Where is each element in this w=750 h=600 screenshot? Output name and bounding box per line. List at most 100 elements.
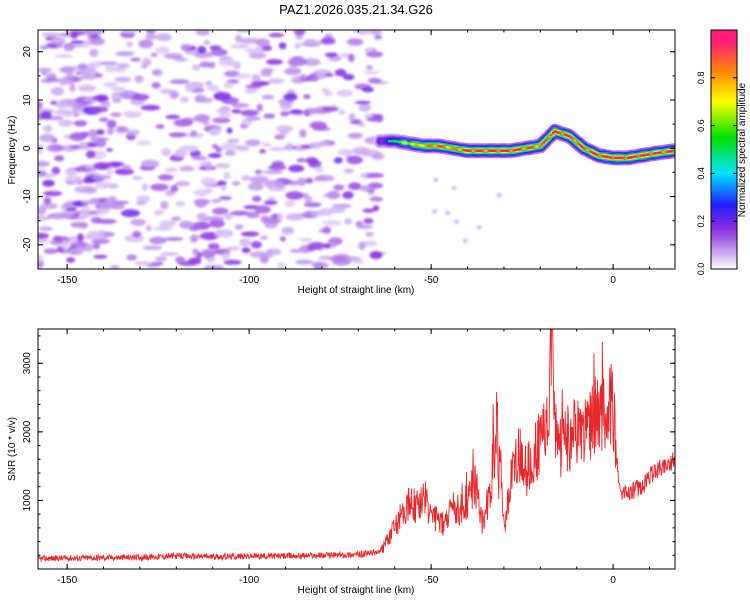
noise-blob: [311, 262, 329, 269]
noise-blob: [224, 150, 236, 156]
noise-blob: [336, 89, 353, 97]
ridge-cell: [531, 145, 535, 149]
noise-blob: [150, 52, 158, 58]
noise-blob: [159, 220, 177, 227]
noise-blob: [93, 73, 104, 78]
noise-blob: [43, 190, 63, 197]
noise-blob: [46, 144, 64, 153]
noise-blob: [234, 224, 244, 231]
spectrogram-y-axis-label: Frequency (Hz): [7, 116, 18, 185]
ridge-cell: [466, 149, 469, 153]
noise-blob: [134, 261, 150, 266]
noise-blob: [189, 234, 202, 240]
noise-blob: [206, 84, 219, 91]
noise-blob: [66, 73, 75, 82]
noise-blob: [103, 81, 118, 88]
noise-blob: [163, 53, 183, 60]
noise-blob: [73, 120, 88, 127]
noise-blob: [151, 82, 161, 89]
noise-blob: [322, 106, 339, 112]
noise-blob: [40, 202, 59, 210]
noise-blob: [179, 96, 189, 103]
noise-blob: [55, 102, 67, 109]
noise-blob: [346, 38, 364, 46]
noise-blob: [155, 256, 167, 262]
noise-blob: [84, 243, 93, 252]
noise-blob: [163, 237, 184, 241]
ridge-cell: [570, 136, 573, 140]
ridge-cell: [659, 151, 662, 155]
noise-blob: [285, 191, 304, 200]
noise-blob: [52, 235, 64, 242]
noise-blob: [251, 74, 261, 82]
noise-blob: [190, 130, 197, 137]
noise-blob: [250, 80, 270, 87]
noise-blob: [209, 127, 222, 136]
noise-blob: [230, 43, 249, 49]
ridge-cell: [484, 149, 488, 153]
noise-blob: [329, 255, 348, 262]
noise-blob: [159, 88, 174, 95]
noise-blob: [123, 110, 142, 118]
ridge-cell: [580, 145, 584, 149]
ridge-cell: [480, 149, 484, 153]
noise-blob: [189, 149, 201, 158]
noise-blob: [303, 94, 311, 100]
ridge-cell: [549, 133, 553, 137]
ridge-cell: [424, 144, 428, 148]
noise-blob: [369, 196, 384, 202]
noise-blob: [240, 231, 260, 237]
noise-blob: [154, 226, 173, 231]
noise-blob: [346, 155, 363, 165]
noise-blob: [227, 138, 240, 143]
ridge-cell: [573, 139, 577, 143]
ridge-cell: [468, 149, 471, 153]
spectrogram-noise-region: [38, 30, 502, 269]
noise-blob: [122, 165, 132, 170]
ridge-cell: [611, 156, 615, 160]
ridge-cell: [440, 145, 444, 148]
noise-blob: [337, 148, 354, 156]
noise-blob: [69, 132, 86, 141]
noise-blob: [54, 155, 65, 162]
noise-blob: [156, 33, 172, 42]
noise-blob: [58, 119, 74, 127]
noise-blob: [126, 254, 137, 261]
noise-blob: [252, 195, 262, 202]
noise-blob: [56, 42, 64, 48]
ridge-cell: [613, 156, 617, 160]
noise-blob: [324, 52, 339, 58]
noise-blob: [130, 93, 150, 101]
noise-blob: [40, 111, 52, 120]
noise-blob: [362, 208, 375, 213]
noise-blob: [96, 129, 105, 136]
y-tick-label: 1000: [22, 489, 33, 512]
noise-blob: [309, 121, 327, 130]
noise-blob: [39, 134, 56, 142]
ridge-cell: [497, 149, 500, 153]
ridge-cell: [568, 134, 571, 138]
noise-blob: [141, 57, 152, 66]
noise-blob: [76, 233, 85, 242]
noise-blob: [367, 77, 382, 84]
noise-blob: [357, 122, 365, 127]
noise-blob: [305, 177, 314, 184]
ridge-cell: [579, 143, 582, 147]
noise-blob: [69, 83, 76, 92]
y-tick-label: 2000: [22, 420, 33, 443]
noise-blob: [223, 259, 242, 265]
noise-blob: [59, 80, 66, 86]
noise-blob: [265, 59, 284, 65]
noise-blob: [433, 177, 439, 182]
noise-blob: [161, 147, 171, 157]
ridge-cell: [473, 149, 477, 153]
ridge-cell: [469, 149, 473, 153]
ridge-cell: [500, 149, 504, 153]
noise-blob: [165, 190, 175, 197]
noise-blob: [74, 186, 94, 194]
noise-blob: [121, 30, 140, 34]
y-tick-label: 0: [22, 145, 33, 151]
noise-blob: [235, 73, 251, 79]
noise-blob: [268, 32, 284, 38]
noise-blob: [268, 146, 288, 152]
